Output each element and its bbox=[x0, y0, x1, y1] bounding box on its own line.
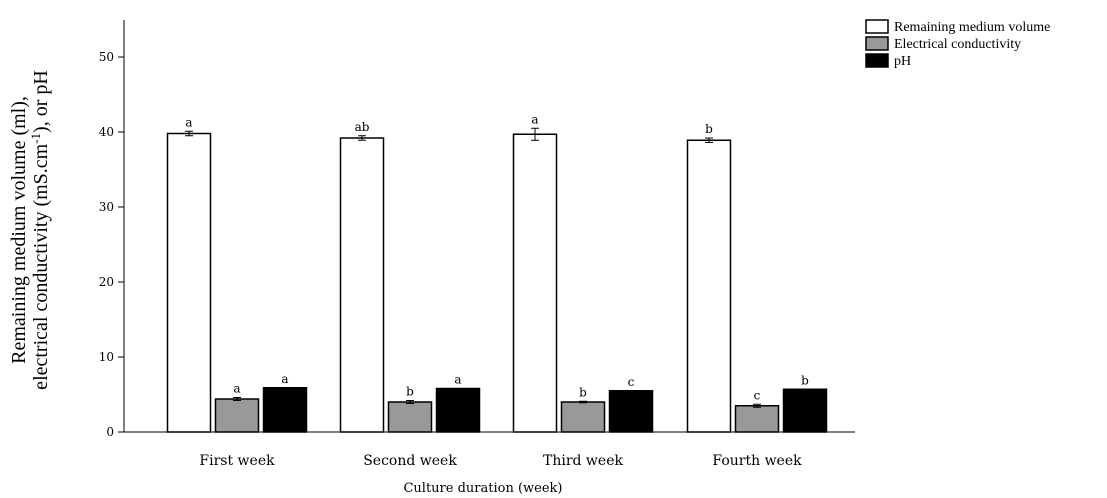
significance-letter: b bbox=[705, 122, 713, 136]
category-labels: First week Second week Third week Fourth we… bbox=[199, 453, 802, 469]
bar bbox=[560, 401, 606, 433]
category-label: Third week bbox=[543, 453, 623, 469]
legend: Remaining medium volume Electrical conduc… bbox=[865, 19, 1050, 69]
bar bbox=[339, 137, 385, 433]
bar bbox=[435, 387, 481, 433]
bar bbox=[166, 132, 212, 433]
legend-swatch bbox=[865, 19, 889, 34]
x-axis-title: Culture duration (week) bbox=[403, 481, 562, 496]
y-tick-label: 30 bbox=[99, 200, 114, 214]
y-axis-title-line2: electrical conductivity (mS.cm-1), or pH bbox=[28, 70, 52, 390]
y-tick-label: 20 bbox=[99, 275, 114, 289]
legend-label: Electrical conductivity bbox=[894, 37, 1021, 52]
bar bbox=[734, 405, 780, 433]
category-label: First week bbox=[199, 453, 275, 469]
y-tick-label: 10 bbox=[99, 350, 114, 364]
bar bbox=[262, 387, 308, 433]
bar bbox=[512, 133, 558, 433]
y-axis-title: Remaining medium volume (ml), electrical… bbox=[8, 70, 52, 390]
bar bbox=[782, 388, 828, 433]
bar bbox=[387, 401, 433, 433]
y-tick-label: 0 bbox=[106, 425, 114, 439]
significance-letter: b bbox=[801, 373, 809, 387]
legend-label: pH bbox=[894, 54, 911, 69]
bar bbox=[608, 390, 654, 433]
y-tick-label: 40 bbox=[99, 125, 114, 139]
legend-swatch bbox=[865, 36, 889, 51]
y-tick-label: 50 bbox=[99, 50, 114, 64]
significance-letter: ab bbox=[355, 120, 370, 134]
y-axis-title-line2-prefix: electrical conductivity (mS.cm bbox=[30, 143, 52, 389]
category-label: Fourth week bbox=[712, 453, 802, 469]
significance-letter: a bbox=[454, 373, 461, 387]
significance-letter: c bbox=[628, 375, 635, 389]
y-axis-title-line2-superscript: -1 bbox=[28, 133, 43, 144]
y-axis-title-line1: Remaining medium volume (ml), bbox=[8, 96, 30, 364]
axes: 0 10 20 30 40 50 bbox=[99, 20, 855, 439]
significance-letter: a bbox=[281, 372, 288, 386]
bar bbox=[686, 139, 732, 433]
significance-letter: a bbox=[185, 115, 192, 129]
legend-swatch bbox=[865, 53, 889, 68]
significance-letter: c bbox=[754, 388, 761, 402]
significance-letter: b bbox=[406, 385, 414, 399]
legend-label: Remaining medium volume bbox=[894, 20, 1050, 35]
y-axis-title-line2-suffix: ), or pH bbox=[30, 70, 52, 133]
significance-letter: a bbox=[233, 382, 240, 396]
significance-letter: b bbox=[579, 385, 587, 399]
category-label: Second week bbox=[363, 453, 457, 469]
bar bbox=[214, 398, 260, 433]
significance-letter: a bbox=[531, 112, 538, 126]
